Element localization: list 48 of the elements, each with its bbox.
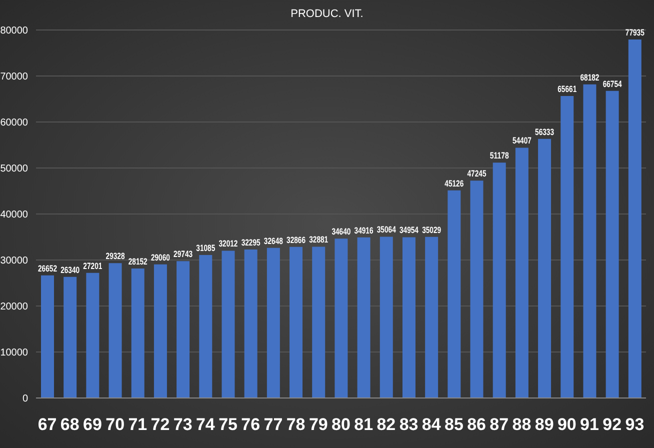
x-tick-label: 76	[241, 415, 260, 434]
x-tick-label: 81	[354, 415, 374, 434]
x-tick-label: 83	[399, 415, 418, 434]
data-label: 32881	[309, 234, 334, 245]
y-tick-label: 60000	[0, 118, 28, 129]
x-tick-label: 88	[512, 415, 532, 434]
x-tick-label: 67	[38, 415, 57, 434]
y-tick-label: 40000	[0, 210, 28, 221]
y-tick-label: 50000	[0, 164, 28, 175]
data-label: 77935	[625, 28, 650, 38]
x-tick-label: 72	[150, 415, 170, 434]
data-label: 66754	[602, 78, 628, 89]
x-tick-label: 84	[422, 415, 442, 434]
y-tick-label: 80000	[0, 26, 28, 37]
x-tick-label: 73	[173, 415, 192, 434]
y-tick-label: 0	[22, 394, 28, 405]
x-tick-label: 89	[534, 415, 554, 434]
x-tick-label: 92	[602, 415, 622, 434]
x-tick-label: 82	[376, 415, 396, 434]
data-label: 45126	[444, 178, 470, 188]
x-tick-label: 75	[218, 415, 238, 434]
x-tick-label: 74	[196, 415, 216, 434]
data-label: 51178	[490, 150, 514, 161]
x-tick-label: 78	[286, 415, 306, 434]
x-tick-label: 71	[128, 415, 148, 434]
data-label: 65661	[558, 84, 583, 94]
x-tick-label: 80	[332, 415, 350, 434]
x-tick-label: 70	[106, 415, 125, 434]
chart-title: PRODUC. VIT.	[290, 8, 364, 20]
y-tick-label: 30000	[0, 256, 28, 267]
data-label: 56333	[535, 126, 560, 137]
x-tick-label: 68	[60, 415, 80, 434]
data-label: 35029	[422, 224, 448, 235]
x-tick-label: 77	[264, 415, 283, 434]
x-tick-label: 85	[444, 415, 464, 434]
data-label: 47245	[467, 168, 492, 179]
y-tick-label: 10000	[0, 348, 28, 359]
data-label: 27201	[83, 260, 108, 271]
x-tick-label: 90	[557, 415, 576, 434]
y-tick-label: 70000	[0, 72, 28, 83]
y-tick-label: 20000	[0, 302, 28, 313]
x-tick-label: 87	[490, 415, 509, 434]
x-tick-label: 93	[625, 415, 644, 434]
data-label: 54407	[512, 136, 538, 146]
x-tick-label: 69	[83, 415, 102, 434]
x-tick-label: 86	[467, 415, 486, 434]
x-tick-label: 79	[308, 415, 328, 434]
x-tick-label: 91	[580, 415, 599, 434]
